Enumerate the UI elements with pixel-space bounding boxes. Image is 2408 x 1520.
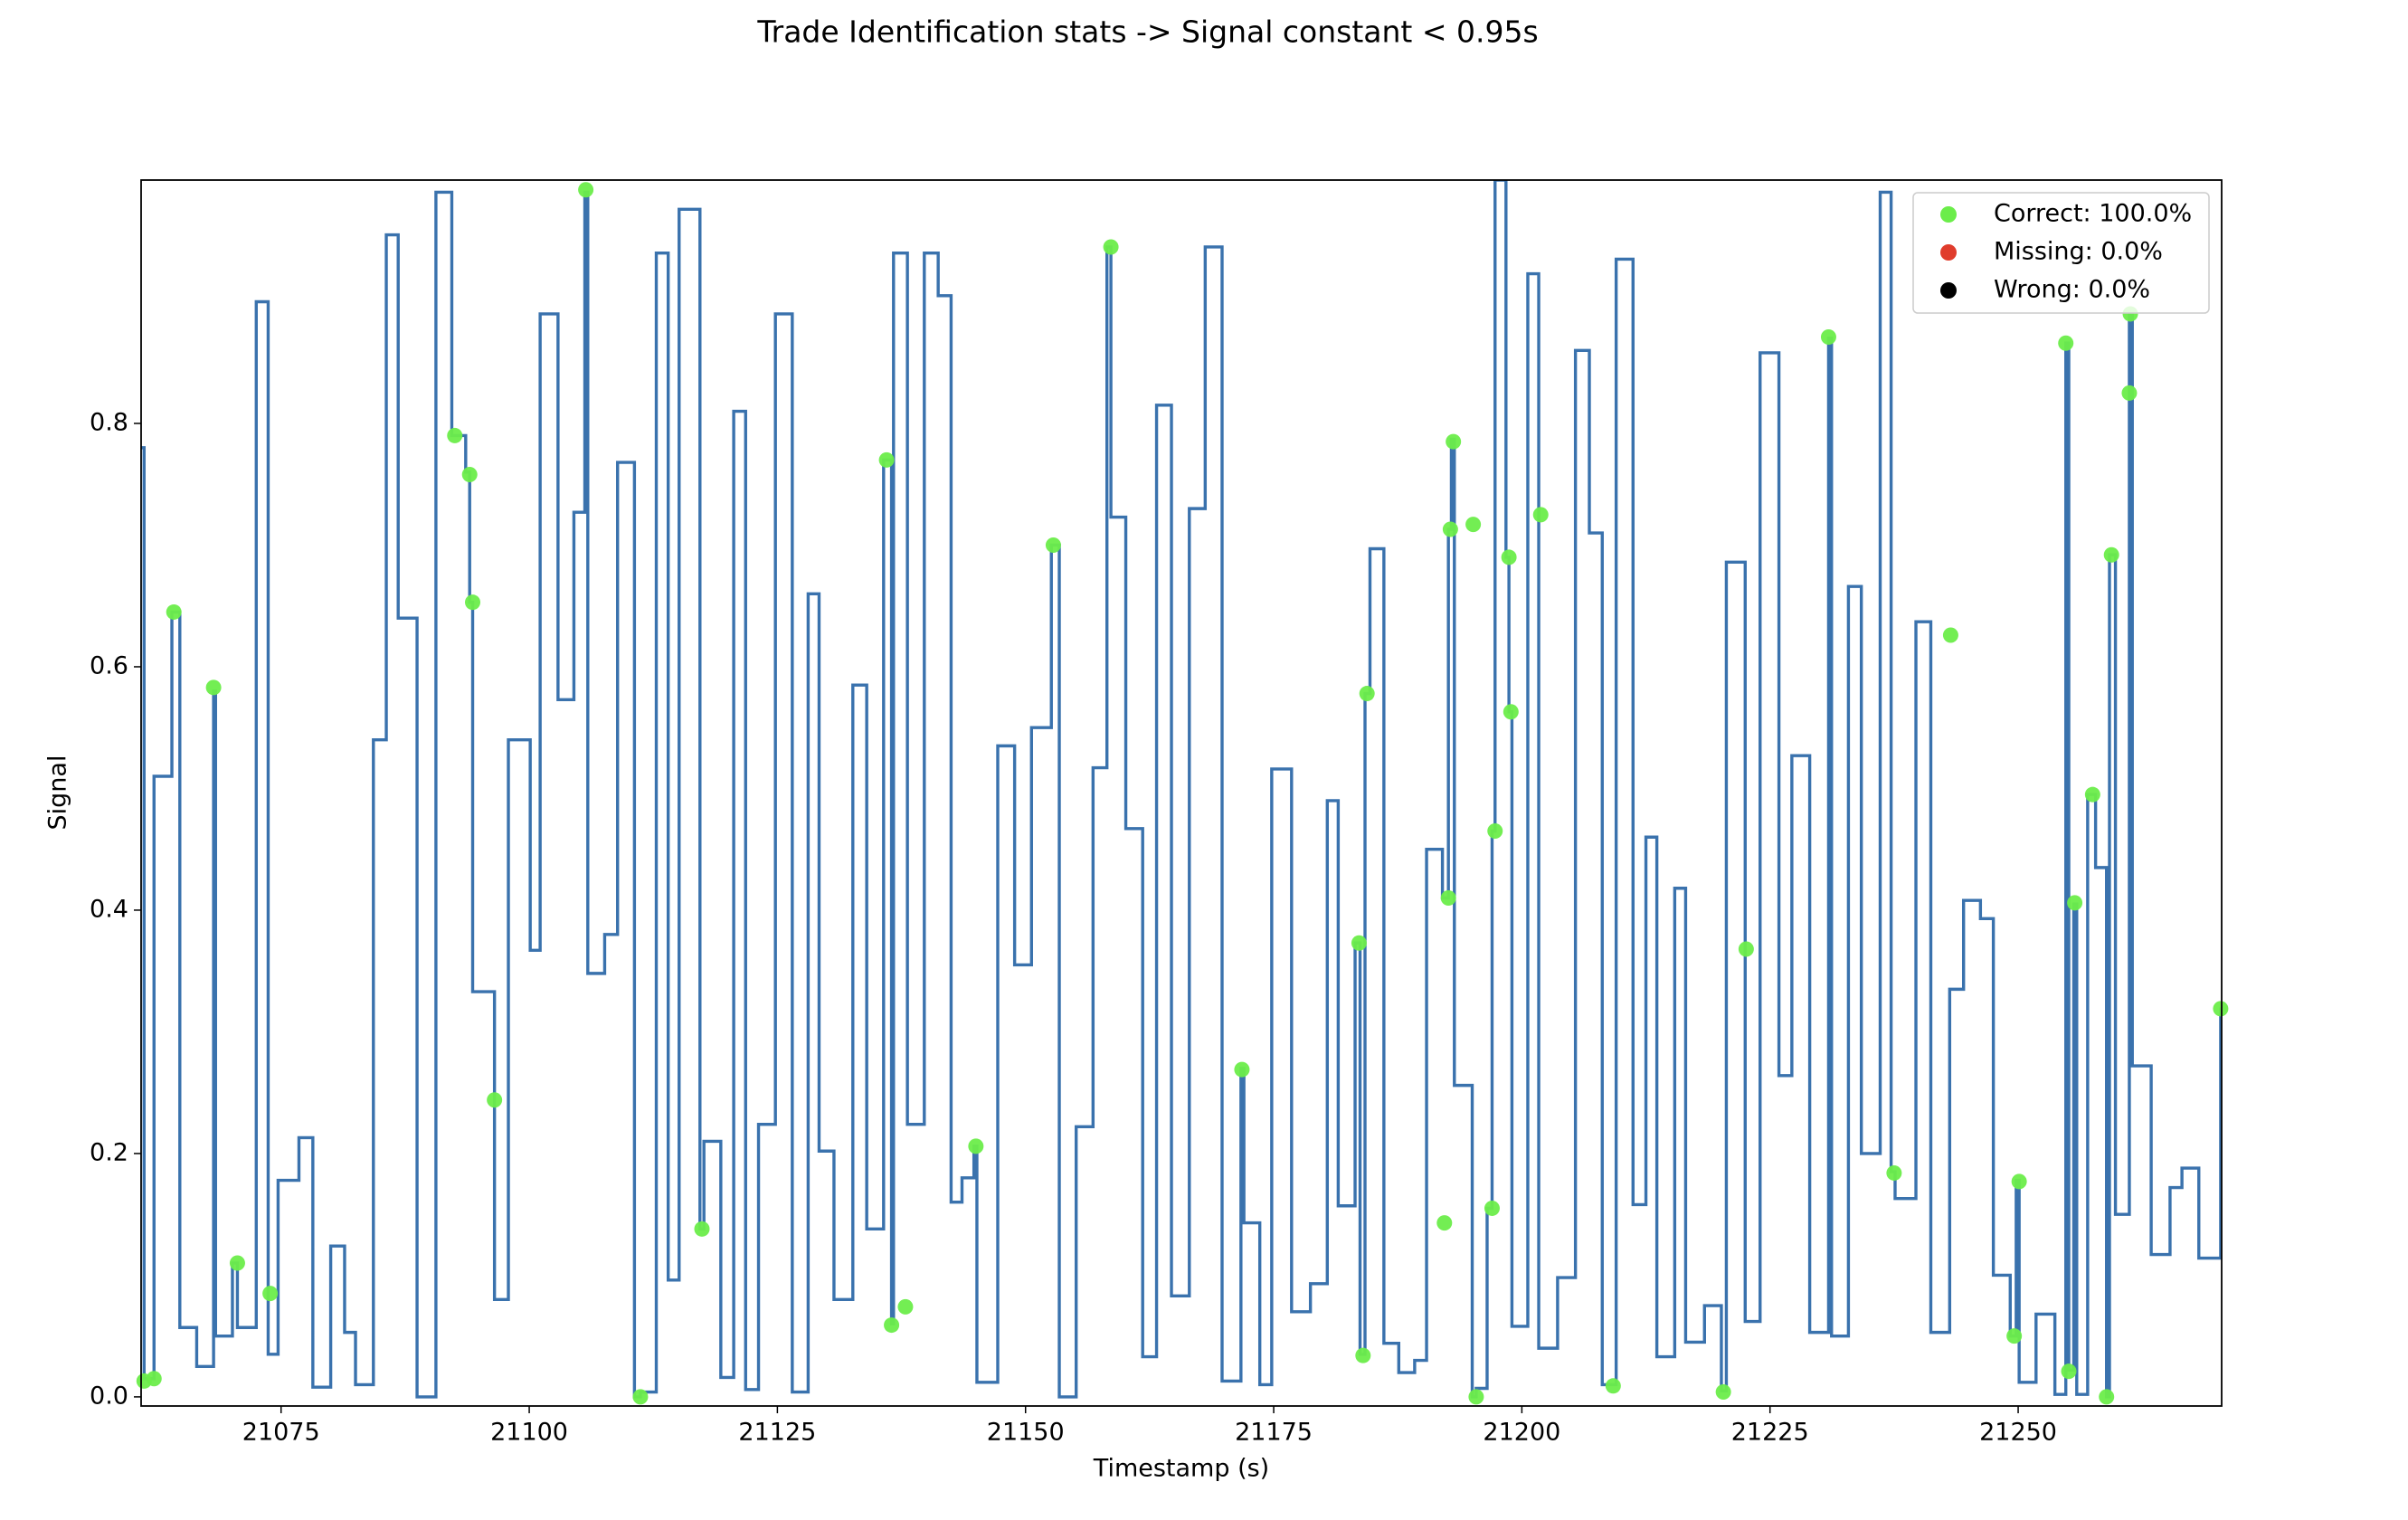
x-tick-label: 21100	[490, 1419, 568, 1447]
marker	[1942, 627, 1958, 643]
x-tick-label: 21150	[987, 1419, 1065, 1447]
marker	[1355, 1347, 1371, 1363]
marker	[1045, 537, 1061, 553]
legend-label: Missing: 0.0%	[1994, 238, 2163, 266]
y-tick-label: 0.8	[90, 408, 128, 436]
marker	[2121, 385, 2138, 401]
marker	[2006, 1328, 2023, 1344]
marker	[1442, 521, 1458, 537]
marker	[262, 1286, 279, 1302]
x-tick-label: 21175	[1235, 1419, 1313, 1447]
signal-line	[141, 180, 2222, 1399]
marker	[465, 594, 481, 611]
marker	[968, 1138, 984, 1154]
marker	[2061, 1363, 2077, 1380]
chart-title: Trade Identification stats -> Signal con…	[756, 14, 1538, 50]
marker	[487, 1092, 503, 1108]
y-tick-label: 0.4	[90, 895, 128, 923]
x-tick-label: 21200	[1483, 1419, 1560, 1447]
marker	[1820, 328, 1836, 345]
x-tick-label: 21125	[738, 1419, 816, 1447]
x-tick-label: 21250	[1979, 1419, 2057, 1447]
marker	[1487, 823, 1503, 840]
marker	[166, 603, 182, 620]
y-tick-label: 0.0	[90, 1382, 128, 1410]
y-tick-label: 0.6	[90, 651, 128, 679]
marker	[1886, 1164, 1902, 1181]
marker	[2103, 546, 2119, 563]
legend-marker	[1940, 244, 1957, 261]
marker	[2099, 1389, 2115, 1405]
marker	[897, 1298, 914, 1315]
marker	[884, 1317, 900, 1334]
marker	[1532, 507, 1549, 523]
marker	[878, 451, 895, 468]
marker	[461, 466, 478, 482]
legend-label: Correct: 100.0%	[1994, 200, 2192, 228]
marker	[2011, 1173, 2027, 1190]
marker	[578, 182, 594, 198]
marker	[447, 427, 463, 443]
marker	[1503, 704, 1519, 720]
marker	[229, 1255, 245, 1271]
x-axis-label: Timestamp (s)	[1093, 1455, 1269, 1483]
plot-frame	[140, 179, 2223, 1407]
marker	[2058, 335, 2074, 351]
legend-marker	[1940, 206, 1957, 223]
marker	[1605, 1378, 1621, 1394]
marker	[1501, 549, 1517, 565]
marker	[1359, 686, 1375, 702]
marker	[2084, 786, 2100, 803]
y-axis-label: Signal	[44, 755, 72, 831]
legend-label: Wrong: 0.0%	[1994, 276, 2150, 304]
marker	[205, 679, 222, 696]
legend-marker	[1940, 282, 1957, 299]
marker	[694, 1221, 710, 1237]
marker	[1468, 1389, 1484, 1405]
marker	[146, 1371, 162, 1387]
marker	[1465, 517, 1482, 533]
marker	[1715, 1384, 1731, 1401]
marker	[1351, 935, 1367, 951]
marker	[1103, 239, 1119, 255]
marker	[632, 1389, 649, 1405]
marker	[2213, 1001, 2229, 1017]
marker	[1484, 1200, 1500, 1216]
marker	[1436, 1215, 1453, 1231]
x-tick-label: 21075	[242, 1419, 320, 1447]
marker	[1440, 889, 1456, 906]
marker	[1446, 433, 1462, 450]
y-tick-label: 0.2	[90, 1138, 128, 1166]
marker	[1234, 1061, 1250, 1078]
x-tick-label: 21225	[1731, 1419, 1809, 1447]
marker	[2067, 895, 2083, 911]
marker	[1738, 941, 1754, 957]
legend-box	[1912, 192, 2210, 314]
